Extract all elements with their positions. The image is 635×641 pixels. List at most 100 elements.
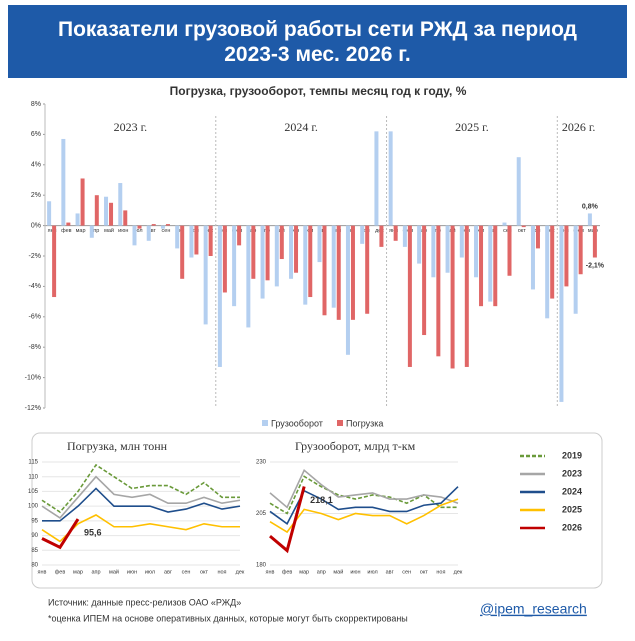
bar bbox=[80, 178, 85, 226]
series-line bbox=[269, 468, 459, 509]
bar bbox=[365, 225, 370, 314]
x-tick-label: фев bbox=[61, 228, 72, 234]
y-tick-label: 4% bbox=[31, 162, 41, 169]
legend-swatch bbox=[337, 420, 343, 426]
panel-border bbox=[31, 432, 603, 589]
y-tick-label: 205 bbox=[256, 511, 267, 517]
chart-title: Погрузка, грузооборот, темпы месяц год к… bbox=[170, 84, 467, 98]
y-tick-label: 180 bbox=[256, 563, 267, 569]
y-tick-label: 85 bbox=[31, 548, 38, 554]
bar bbox=[104, 196, 109, 226]
legend-label: 2019 bbox=[562, 450, 582, 460]
series-line bbox=[269, 486, 306, 554]
y-tick-label: 2% bbox=[31, 192, 41, 199]
bar bbox=[507, 225, 512, 276]
x-tick-label: июн bbox=[350, 569, 360, 575]
bar bbox=[146, 225, 151, 241]
legend-label: 2025 bbox=[562, 504, 582, 514]
chart-title: Грузооборот, млрд т-км bbox=[295, 439, 416, 453]
bar bbox=[573, 225, 578, 314]
bar bbox=[260, 225, 265, 299]
series-line bbox=[41, 463, 240, 514]
bar bbox=[66, 222, 71, 226]
bar bbox=[52, 225, 57, 298]
bar bbox=[308, 225, 313, 298]
bar bbox=[564, 225, 569, 287]
year-label: 2026 г. bbox=[562, 120, 596, 134]
y-tick-label: 6% bbox=[31, 131, 41, 138]
x-tick-label: май bbox=[333, 568, 343, 575]
bar bbox=[165, 224, 170, 226]
bar bbox=[175, 225, 180, 249]
x-tick-label: июн bbox=[118, 228, 128, 234]
bar bbox=[445, 225, 450, 273]
bar bbox=[151, 224, 156, 226]
y-tick-label: -8% bbox=[29, 344, 41, 351]
bar bbox=[246, 225, 251, 328]
bar bbox=[61, 138, 66, 226]
bar bbox=[336, 225, 341, 320]
bar bbox=[222, 225, 227, 293]
x-tick-label: дек bbox=[454, 569, 463, 575]
bar bbox=[360, 225, 365, 244]
legend-label: 2023 bbox=[562, 468, 582, 478]
bar bbox=[464, 225, 469, 367]
x-tick-label: сен bbox=[402, 569, 411, 575]
data-label: 95,6 bbox=[84, 527, 102, 537]
bar bbox=[474, 225, 479, 278]
note: *оценка ИПЕМ на основе оперативных данны… bbox=[48, 613, 408, 623]
bar bbox=[393, 225, 398, 241]
series-line bbox=[41, 518, 80, 550]
x-tick-label: ноя bbox=[436, 569, 445, 575]
y-tick-label: -10% bbox=[25, 374, 41, 381]
bar bbox=[251, 225, 256, 279]
data-label: 0,8% bbox=[582, 203, 599, 210]
bar bbox=[331, 225, 336, 308]
x-tick-label: сен bbox=[162, 228, 171, 234]
y-tick-label: 110 bbox=[28, 474, 38, 480]
y-tick-label: 105 bbox=[28, 489, 39, 495]
bar bbox=[132, 225, 137, 246]
y-tick-label: -4% bbox=[29, 283, 41, 290]
bar bbox=[208, 225, 213, 256]
x-tick-label: июл bbox=[132, 228, 142, 234]
bar bbox=[417, 225, 422, 264]
bar bbox=[322, 225, 327, 316]
handle[interactable]: @ipem_research bbox=[480, 601, 587, 617]
bar bbox=[160, 225, 165, 229]
bar bbox=[407, 225, 412, 367]
x-tick-label: апр bbox=[91, 569, 100, 575]
legend-label: Грузооборот bbox=[271, 418, 323, 428]
bar bbox=[289, 225, 294, 279]
bar bbox=[450, 225, 455, 369]
bar bbox=[279, 225, 284, 260]
bar bbox=[303, 225, 308, 305]
bar bbox=[587, 213, 592, 226]
bar bbox=[109, 202, 114, 226]
bar bbox=[559, 225, 564, 402]
bar bbox=[203, 225, 208, 325]
y-tick-label: -6% bbox=[29, 314, 41, 321]
bar bbox=[294, 225, 299, 273]
series-line bbox=[41, 514, 240, 543]
x-tick-label: авг bbox=[148, 228, 156, 234]
bar bbox=[89, 225, 94, 238]
year-label: 2025 г. bbox=[455, 120, 489, 134]
y-tick-label: 0% bbox=[31, 222, 41, 229]
bar bbox=[459, 225, 464, 258]
x-tick-label: июл bbox=[367, 569, 377, 575]
bar bbox=[535, 225, 540, 249]
x-tick-label: дек bbox=[236, 569, 245, 575]
bar bbox=[422, 225, 427, 336]
y-tick-label: -2% bbox=[29, 253, 41, 260]
x-tick-label: июл bbox=[145, 569, 155, 575]
legend-swatch bbox=[262, 420, 268, 426]
y-tick-label: 8% bbox=[31, 101, 41, 108]
bar bbox=[502, 222, 507, 226]
bar bbox=[530, 225, 535, 290]
y-tick-label: 95 bbox=[31, 518, 38, 524]
y-tick-label: 115 bbox=[28, 460, 38, 466]
header-title: Показатели грузовой работы сети РЖД за п… bbox=[57, 17, 577, 66]
